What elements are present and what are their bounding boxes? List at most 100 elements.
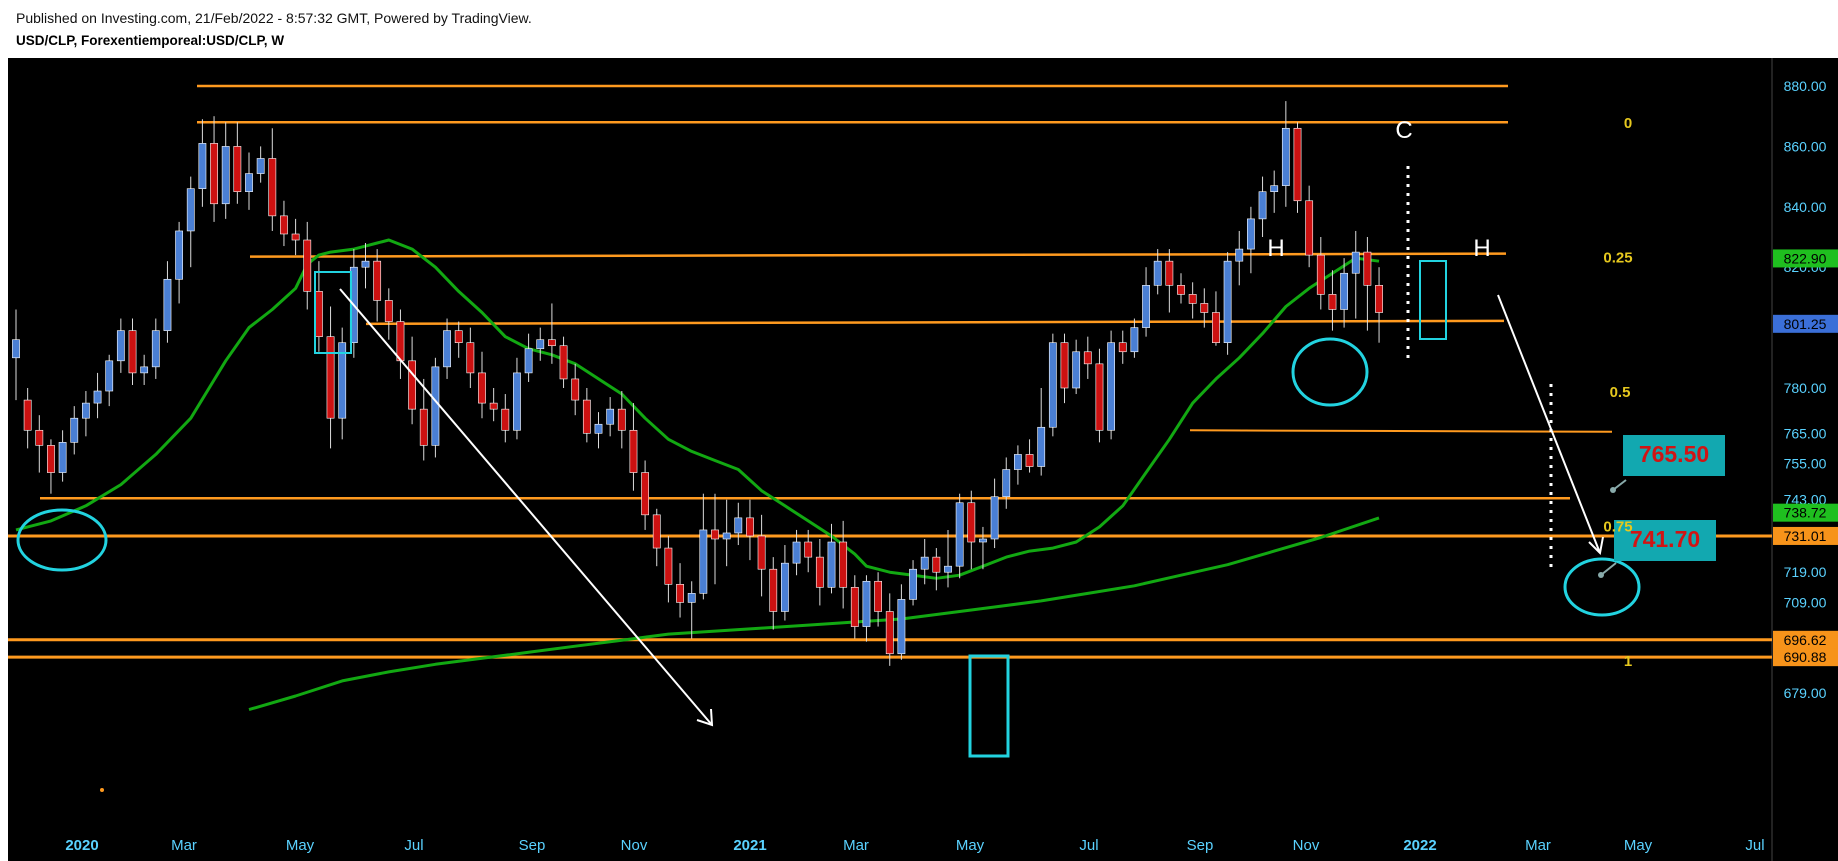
trend-arrow bbox=[1497, 294, 1601, 554]
candle-body bbox=[885, 611, 894, 655]
candle-body bbox=[361, 260, 370, 268]
candle bbox=[839, 520, 848, 609]
candle-body bbox=[163, 278, 172, 331]
candle-body bbox=[757, 535, 766, 570]
highlight-box bbox=[968, 654, 1010, 758]
candle bbox=[746, 499, 754, 561]
candle bbox=[874, 572, 882, 627]
candle bbox=[1223, 252, 1232, 355]
price-tick: 719.00 bbox=[1784, 564, 1827, 580]
price-chart[interactable]: 765.50 741.70 H C H 0 0.25 0.5 0.75 1 880.00… bbox=[0, 58, 1838, 861]
level-line bbox=[1189, 429, 1613, 433]
candle-body bbox=[245, 173, 253, 193]
time-tick: 2021 bbox=[733, 837, 766, 854]
candle-body bbox=[1212, 312, 1220, 344]
highlight-box bbox=[1419, 260, 1447, 340]
highlight-box bbox=[314, 271, 352, 354]
candle bbox=[524, 333, 533, 382]
price-badge-label: 696.62 bbox=[1784, 632, 1827, 648]
candle-body bbox=[641, 472, 649, 516]
candle bbox=[1025, 439, 1034, 473]
price-badge bbox=[1773, 249, 1838, 268]
plot-area[interactable] bbox=[8, 58, 1772, 828]
candle-body bbox=[524, 348, 533, 374]
candle-body bbox=[1328, 294, 1337, 310]
candle bbox=[419, 378, 428, 461]
price-tick: 709.00 bbox=[1784, 594, 1827, 610]
candle bbox=[23, 388, 32, 449]
callout-pointer bbox=[1600, 562, 1617, 576]
candle bbox=[536, 327, 545, 361]
level-line bbox=[249, 252, 1507, 258]
candle-body bbox=[408, 360, 416, 410]
candle bbox=[1258, 176, 1267, 237]
candle-body bbox=[746, 517, 754, 537]
candle bbox=[338, 327, 347, 440]
candle bbox=[408, 336, 416, 425]
time-tick: Mar bbox=[1525, 837, 1551, 854]
candle bbox=[792, 529, 801, 576]
time-axis[interactable] bbox=[8, 828, 1772, 861]
candle-body bbox=[23, 399, 32, 431]
price-tick: 755.00 bbox=[1784, 456, 1827, 472]
time-tick: May bbox=[956, 837, 985, 854]
candle-body bbox=[1258, 191, 1267, 220]
candle-body bbox=[233, 146, 242, 193]
candle-body bbox=[1270, 185, 1279, 193]
candle bbox=[1200, 288, 1209, 328]
candle bbox=[920, 539, 929, 585]
candle bbox=[280, 200, 288, 247]
candle-body bbox=[769, 568, 778, 612]
candle bbox=[932, 548, 941, 591]
pattern-label-peak: C bbox=[1395, 117, 1412, 144]
time-tick: Nov bbox=[621, 837, 648, 854]
candle bbox=[1142, 267, 1150, 337]
time-tick: Jul bbox=[404, 837, 423, 854]
candle-body bbox=[1142, 285, 1150, 328]
published-caption: Published on Investing.com, 21/Feb/2022 … bbox=[16, 10, 532, 26]
long-ma-line bbox=[248, 516, 1380, 712]
candle-body bbox=[967, 502, 976, 543]
candle bbox=[82, 391, 90, 437]
candle bbox=[606, 397, 615, 437]
candle bbox=[885, 593, 894, 666]
price-tick: 780.00 bbox=[1784, 380, 1827, 396]
candle bbox=[198, 119, 207, 207]
candle-body bbox=[478, 372, 486, 404]
candle bbox=[326, 306, 335, 449]
candle bbox=[1247, 206, 1255, 274]
candle bbox=[1328, 270, 1337, 331]
candle bbox=[140, 354, 149, 385]
trend-arrow bbox=[339, 288, 713, 726]
time-tick: Jul bbox=[1745, 837, 1764, 854]
candle bbox=[862, 575, 871, 642]
candle bbox=[699, 493, 708, 600]
candle-body bbox=[932, 556, 941, 573]
candle bbox=[629, 403, 638, 491]
target-label: 741.70 bbox=[1630, 526, 1700, 552]
callout-anchor bbox=[1610, 487, 1616, 493]
symbol-title: USD/CLP, Forexentiemporeal:USD/CLP, W bbox=[16, 33, 285, 48]
candle bbox=[1235, 230, 1244, 286]
candle bbox=[12, 309, 20, 401]
candle bbox=[664, 535, 673, 603]
candle-body bbox=[1037, 426, 1046, 467]
time-tick: May bbox=[286, 837, 315, 854]
candle bbox=[175, 221, 183, 304]
price-axis[interactable] bbox=[1772, 58, 1838, 861]
candle bbox=[501, 394, 510, 443]
time-tick: Jul bbox=[1079, 837, 1098, 854]
candle bbox=[1083, 336, 1092, 379]
candle-body bbox=[431, 366, 440, 446]
candle-body bbox=[280, 215, 288, 235]
candle bbox=[1340, 258, 1348, 328]
candle bbox=[804, 529, 813, 573]
candle bbox=[303, 221, 312, 310]
candle-body bbox=[652, 514, 661, 549]
price-tick: 880.00 bbox=[1784, 78, 1827, 94]
candle bbox=[652, 508, 661, 567]
level-line bbox=[365, 319, 1505, 326]
candle bbox=[990, 478, 999, 549]
candle-body bbox=[12, 339, 20, 359]
candle-body bbox=[1247, 218, 1255, 250]
